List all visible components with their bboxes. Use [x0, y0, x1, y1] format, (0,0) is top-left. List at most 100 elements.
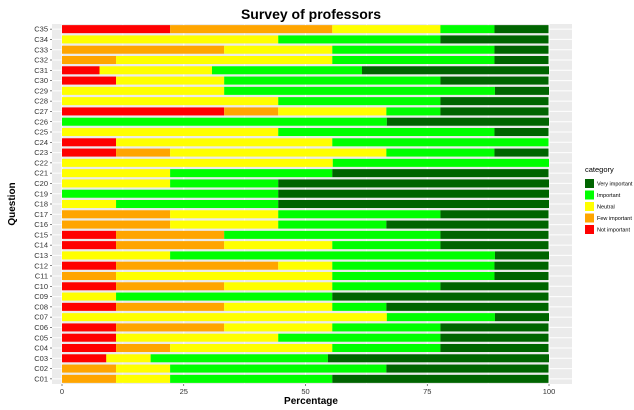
- bar-segment: [494, 86, 549, 95]
- bar-segment: [386, 302, 549, 311]
- bar-segment: [170, 220, 279, 229]
- legend: category Very important Important Neutral F…: [585, 165, 633, 234]
- bar-segment: [440, 97, 549, 106]
- legend-swatch: [585, 179, 594, 188]
- bar-segment: [62, 55, 117, 65]
- bar-segment: [224, 107, 279, 116]
- bar-segment: [386, 117, 549, 126]
- legend-label: Not important: [597, 228, 630, 234]
- bar-segment: [327, 354, 549, 363]
- bar-segment: [332, 323, 441, 332]
- y-tick-label: C17: [34, 210, 48, 219]
- bar-segment: [62, 158, 333, 167]
- bar-segment: [440, 343, 549, 353]
- bar-segment: [494, 261, 549, 270]
- bar-segment: [62, 199, 117, 209]
- y-tick-label: C22: [34, 158, 48, 167]
- y-tick-label: C34: [34, 35, 48, 44]
- bar-segment: [116, 271, 333, 281]
- chart-title: Survey of professors: [241, 6, 381, 22]
- bar-segment: [278, 97, 441, 106]
- bar-segment: [116, 261, 279, 270]
- bar-segment: [62, 25, 171, 34]
- bar-segment: [170, 364, 387, 373]
- y-tick-label: C30: [34, 76, 48, 85]
- bar-segment: [170, 251, 495, 260]
- y-tick-label: C24: [34, 138, 48, 147]
- y-tick-label: C16: [34, 220, 48, 229]
- bar-segment: [440, 107, 549, 116]
- legend-swatch: [585, 225, 594, 234]
- bar-segment: [361, 66, 549, 75]
- y-tick-label: C26: [34, 117, 48, 126]
- bar-segment: [494, 45, 549, 54]
- bar-segment: [62, 127, 279, 137]
- bar-segment: [332, 282, 441, 291]
- bar-segment: [62, 271, 117, 281]
- y-tick-label: C05: [34, 333, 48, 342]
- x-tick-labels: 0 25 50 75 100: [60, 384, 555, 396]
- bar-segment: [494, 55, 549, 65]
- bar-segment: [62, 45, 225, 54]
- bar-segment: [116, 343, 171, 353]
- bar-segment: [224, 230, 441, 239]
- bar-segment: [170, 374, 333, 383]
- bar-segment: [62, 76, 117, 85]
- bar-segment: [116, 148, 171, 157]
- bar-segment: [170, 210, 279, 219]
- bar-segment: [494, 251, 549, 260]
- bar-segment: [386, 313, 495, 322]
- y-tick-label: C25: [34, 128, 48, 137]
- x-tick-label: 100: [543, 387, 556, 396]
- bar-segment: [224, 241, 333, 250]
- y-tick-label: C08: [34, 302, 48, 311]
- bar-segment: [440, 25, 495, 34]
- bar-segment: [106, 354, 151, 363]
- bar-segment: [278, 261, 333, 270]
- bar-segment: [494, 148, 549, 157]
- bar-segment: [332, 343, 441, 353]
- y-tick-label: C27: [34, 107, 48, 116]
- bar-segment: [332, 158, 549, 167]
- bar-segment: [116, 323, 225, 332]
- y-tick-label: C15: [34, 230, 48, 239]
- bar-segment: [494, 313, 549, 322]
- bar-segment: [440, 210, 549, 219]
- bar-segment: [116, 292, 333, 301]
- bar-segment: [440, 333, 549, 342]
- bar-segment: [62, 169, 171, 178]
- bar-segment: [62, 86, 225, 95]
- bar-segment: [332, 292, 549, 301]
- y-tick-label: C04: [34, 344, 48, 353]
- bar-segment: [440, 323, 549, 332]
- bar-segment: [278, 127, 495, 137]
- bar-segment: [494, 25, 549, 34]
- bar-segment: [224, 302, 333, 311]
- bar-segment: [332, 45, 495, 54]
- y-tick-label: C14: [34, 241, 48, 250]
- bar-segment: [116, 282, 225, 291]
- bar-segment: [211, 66, 362, 75]
- bar-segment: [224, 76, 441, 85]
- legend-swatch: [585, 190, 594, 200]
- bar-segment: [494, 127, 549, 137]
- bar-segment: [116, 374, 171, 383]
- legend-title: category: [585, 165, 614, 174]
- bar-segment: [62, 66, 100, 75]
- bar-segment: [440, 282, 549, 291]
- bar-segment: [62, 282, 117, 291]
- bar-segment: [278, 210, 441, 219]
- y-tick-label: C06: [34, 323, 48, 332]
- bar-segment: [278, 199, 549, 209]
- bar-segment: [62, 354, 107, 363]
- bar-segment: [116, 76, 225, 85]
- bar-segment: [62, 251, 171, 260]
- bar-segment: [386, 220, 549, 229]
- bar-segment: [116, 138, 333, 147]
- bar-segment: [62, 220, 171, 229]
- bar-segment: [116, 55, 333, 65]
- bar-segment: [116, 199, 279, 209]
- bar-segment: [62, 97, 279, 106]
- y-tick-label: C35: [34, 25, 48, 34]
